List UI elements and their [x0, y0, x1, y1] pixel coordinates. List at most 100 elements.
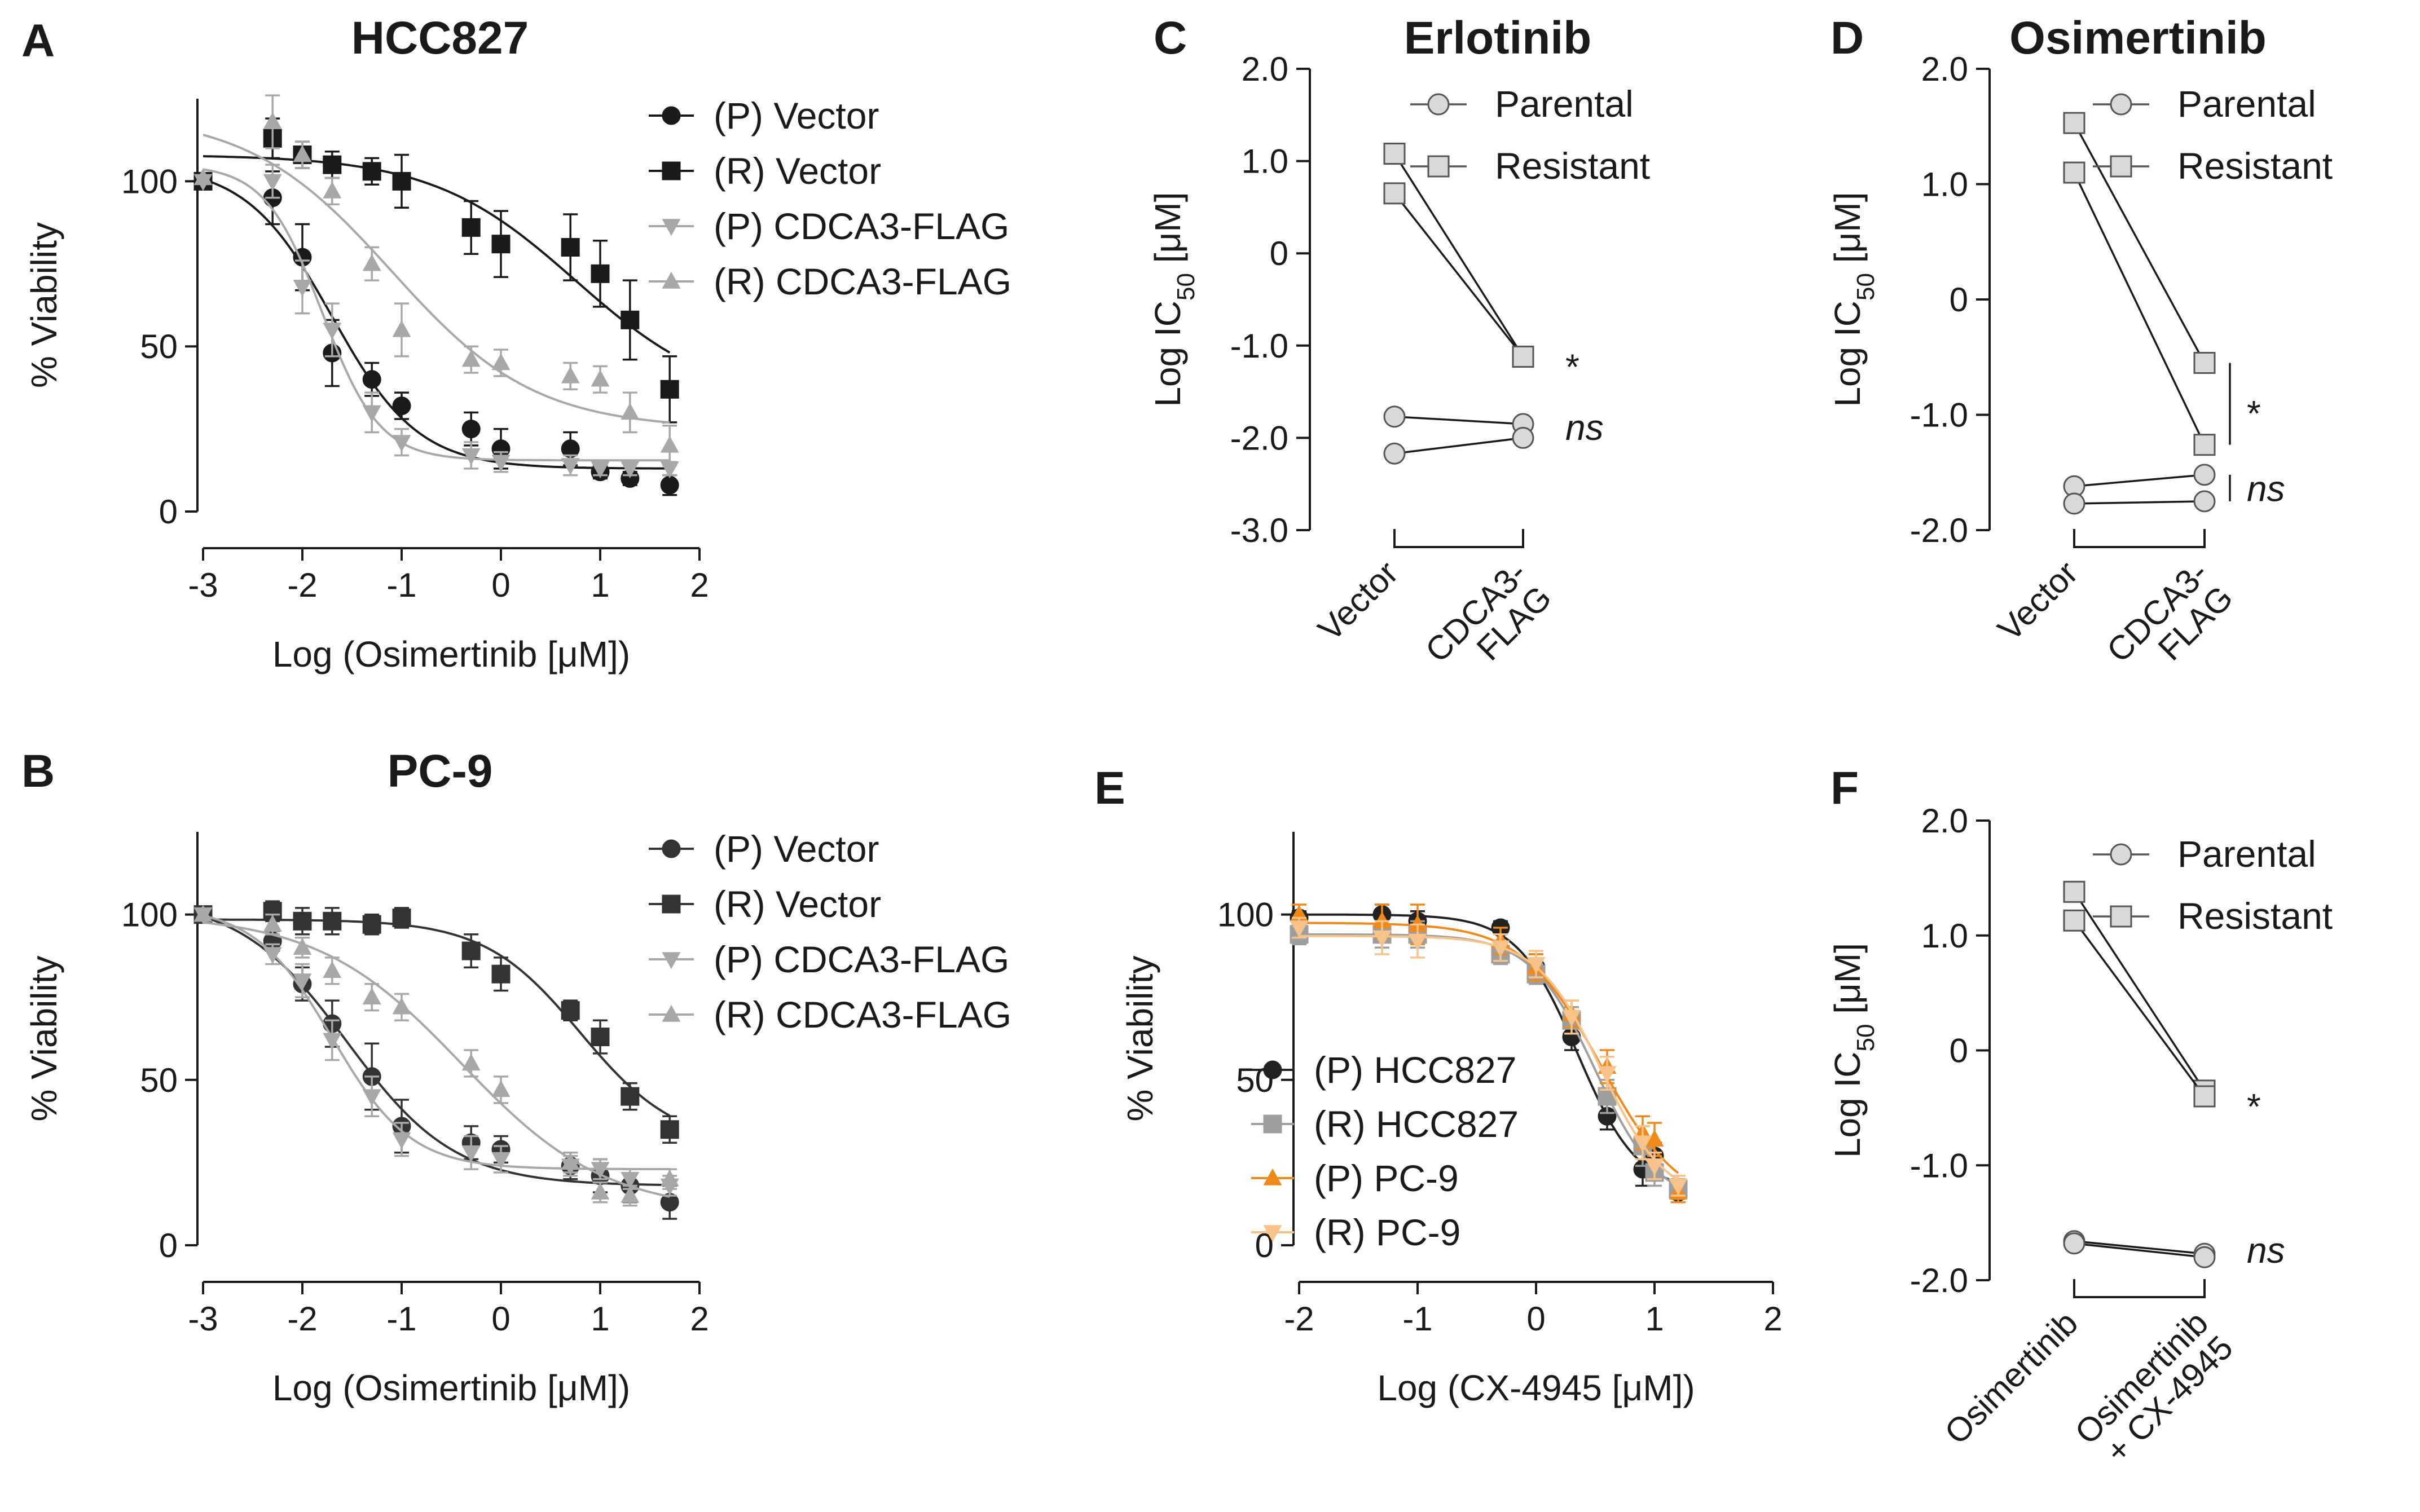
legend-label: (P) PC-9	[1314, 1157, 1459, 1199]
x-tick-label: -3	[188, 1300, 218, 1338]
x-axis-label: Log (Osimertinib [μM])	[272, 1368, 630, 1408]
legend-marker	[2110, 905, 2132, 928]
legend-marker	[662, 219, 681, 236]
pair-line	[2073, 891, 2206, 1091]
data-point	[293, 937, 312, 955]
chart-title: Erlotinib	[1404, 12, 1592, 64]
legend-marker	[1263, 1060, 1282, 1079]
x-axis-label: Log (CX-4945 [μM])	[1377, 1368, 1695, 1408]
resistant-point	[2193, 434, 2216, 456]
resistant-point	[2063, 909, 2085, 932]
data-point	[461, 448, 481, 465]
parental-point	[2193, 464, 2216, 486]
data-point	[263, 947, 282, 964]
panel-label: F	[1831, 762, 1859, 814]
legend-label: (R) CDCA3-FLAG	[714, 994, 1011, 1035]
y-tick-label: -3.0	[1230, 512, 1288, 549]
fit-curve-3	[203, 914, 670, 1170]
significance-label: *	[2247, 393, 2261, 434]
x-tick-label: 2	[1763, 1300, 1782, 1338]
y-tick-label: 1.0	[1242, 143, 1288, 180]
data-point	[1633, 1135, 1652, 1153]
legend-marker	[1263, 1114, 1282, 1134]
panel-f-ic50-combination: F -2.0 -1.0 0 1.0 2.0 Log IC50 [μM] Osimertinib…	[1827, 762, 2333, 1476]
legend-label: (P) HCC827	[1314, 1049, 1516, 1091]
fit-curve-4	[1299, 934, 1679, 1181]
data-point	[1491, 940, 1510, 958]
significance-label: ns	[1565, 407, 1604, 448]
resistant-point	[2063, 161, 2085, 184]
data-point	[1290, 920, 1309, 938]
parental-point	[2193, 490, 2216, 513]
chart-title: PC-9	[388, 746, 493, 797]
data-point	[193, 168, 213, 186]
data-point	[461, 420, 481, 439]
resistant-point	[2193, 351, 2216, 374]
data-point	[1408, 914, 1427, 932]
data-point	[561, 1153, 580, 1170]
y-axis-label: % Viability	[24, 222, 64, 388]
y-tick-label: 0	[1270, 235, 1288, 272]
parental-point	[2063, 1232, 2085, 1255]
y-tick-label: 1.0	[1921, 166, 1968, 204]
data-point	[591, 1028, 610, 1047]
legend-marker	[662, 161, 681, 180]
legend-label: (P) Vector	[714, 828, 879, 870]
data-point	[591, 369, 610, 387]
legend-marker	[662, 952, 681, 969]
x-axis-bracket	[2073, 1279, 2206, 1298]
y-tick-label: 2.0	[1921, 802, 1968, 840]
legend-marker	[1427, 155, 1450, 178]
data-point	[561, 458, 580, 475]
legend-label: (R) Vector	[714, 883, 881, 925]
data-point	[660, 1120, 679, 1139]
x-category-label: Osimertinib+ CX-4945	[2067, 1304, 2240, 1476]
y-tick-label: 100	[121, 896, 178, 934]
data-point	[1669, 1178, 1688, 1196]
significance-label: ns	[2247, 468, 2285, 509]
chart-title: HCC827	[351, 12, 529, 64]
data-point	[491, 235, 511, 254]
x-tick-label: 2	[690, 1300, 709, 1338]
legend-label: (P) CDCA3-FLAG	[714, 205, 1009, 247]
x-category-label: CDCA3-FLAG	[2100, 554, 2240, 694]
data-point	[293, 145, 312, 162]
data-point	[293, 911, 312, 931]
panel-c-ic50-erlotinib: C Erlotinib -3.0 -2.0 -1.0 0 1.0 2.0 Log IC50 [μ…	[1147, 12, 1650, 694]
data-point	[591, 461, 610, 479]
resistant-point	[2063, 112, 2085, 134]
data-point	[362, 370, 381, 389]
pair-line	[1393, 153, 1524, 358]
data-point	[362, 1089, 381, 1107]
data-point	[263, 914, 282, 932]
data-point	[263, 112, 282, 129]
x-axis-bracket	[1393, 529, 1524, 548]
x-axis-bracket	[2073, 529, 2206, 548]
data-point	[461, 1145, 481, 1163]
x-tick-label: 1	[591, 566, 609, 604]
data-point	[1562, 1010, 1581, 1027]
x-tick-label: 0	[491, 1300, 510, 1338]
resistant-point	[1512, 345, 1534, 368]
legend-marker	[662, 106, 681, 125]
data-point	[591, 264, 610, 283]
legend-label: (P) Vector	[714, 95, 879, 136]
fit-curve-4	[203, 134, 670, 424]
data-point	[621, 1087, 640, 1106]
legend-label: Resistant	[2177, 895, 2333, 937]
resistant-point	[1383, 182, 1406, 205]
legend-marker	[662, 894, 681, 914]
data-point	[461, 941, 481, 960]
significance-label: *	[2247, 1086, 2261, 1127]
x-category-label: CDCA3-FLAG	[1418, 554, 1559, 694]
pair-line	[1394, 416, 1524, 425]
data-point	[323, 1033, 342, 1050]
legend-label: (R) CDCA3-FLAG	[714, 261, 1011, 302]
panel-d-ic50-osimertinib: D Osimertinib -2.0 -1.0 0 1.0 2.0 Log IC50 [μM]…	[1827, 12, 2333, 694]
x-tick-label: -3	[188, 566, 218, 604]
fit-curve-2	[203, 155, 671, 354]
data-point	[392, 435, 411, 452]
panel-label: C	[1154, 12, 1187, 64]
y-tick-label: 50	[140, 1061, 178, 1099]
pair-line	[2074, 1242, 2205, 1258]
